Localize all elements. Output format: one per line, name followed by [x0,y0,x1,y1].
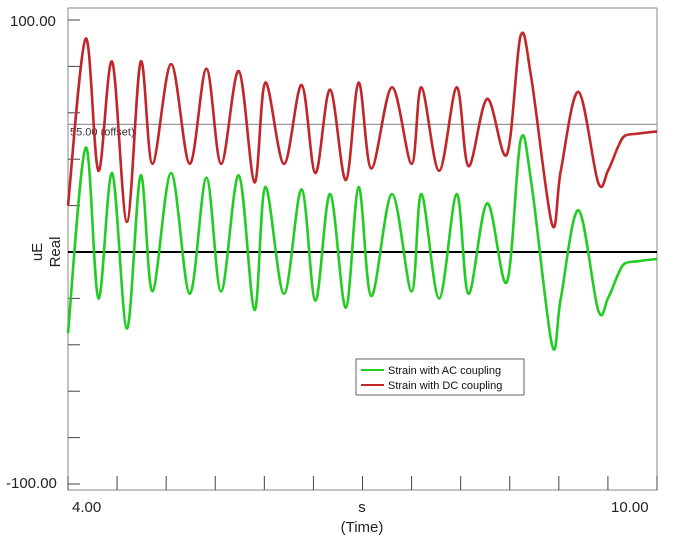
x-tick-label-right: 10.00 [611,499,649,516]
series-line-ac-coupling [66,133,658,351]
y-axis-sublabel: Real [47,237,64,268]
legend-box [355,358,525,396]
series-layer [66,31,658,351]
x-tick-label-left: 4.00 [72,499,101,516]
axis-ticks [67,19,658,490]
legend-label-dc: Strain with DC coupling [388,380,502,392]
x-axis-label: s [358,499,366,516]
y-tick-label-bottom: -100.00 [6,475,57,492]
legend: Strain with AC coupling Strain with DC c… [355,358,525,396]
series-line-dc-coupling [66,31,658,229]
y-tick-label-top: 100.00 [10,13,56,30]
y-axis-label: uE [29,243,46,261]
legend-label-ac: Strain with AC coupling [388,365,501,377]
x-axis-sublabel: (Time) [341,519,384,536]
